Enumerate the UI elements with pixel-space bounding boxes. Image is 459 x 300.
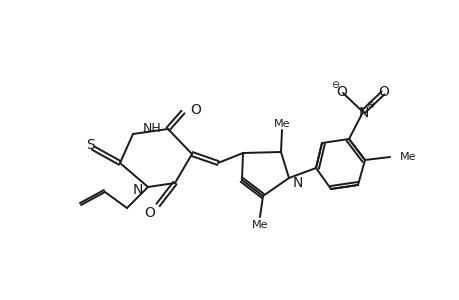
Text: N: N <box>358 106 369 120</box>
Text: ⊖: ⊖ <box>330 80 338 90</box>
Text: Me: Me <box>273 119 290 129</box>
Text: N: N <box>292 176 303 190</box>
Text: ⊕: ⊕ <box>365 100 373 110</box>
Text: O: O <box>190 103 201 117</box>
Text: O: O <box>336 85 347 99</box>
Text: Me: Me <box>399 152 415 162</box>
Text: NH: NH <box>143 122 162 134</box>
Text: O: O <box>144 206 155 220</box>
Text: O: O <box>378 85 389 99</box>
Text: Me: Me <box>251 220 268 230</box>
Text: N: N <box>132 183 143 197</box>
Text: S: S <box>86 138 95 152</box>
